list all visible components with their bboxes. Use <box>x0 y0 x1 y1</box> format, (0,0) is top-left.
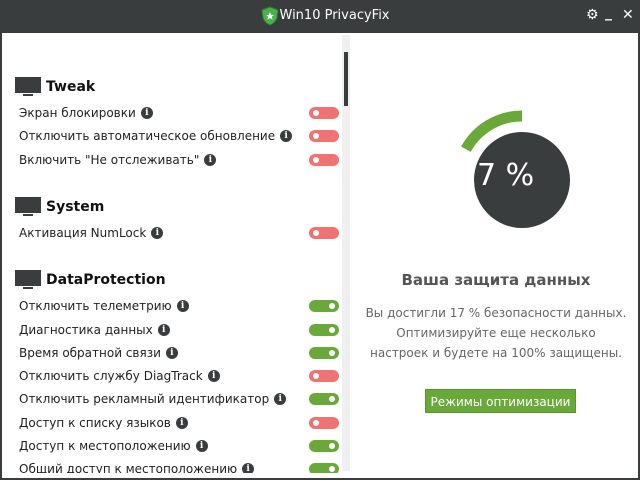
setting-label: Отключить телеметрию <box>19 299 172 314</box>
monitor-icon <box>15 196 41 217</box>
setting-toggle[interactable] <box>309 440 339 452</box>
info-icon[interactable]: i <box>151 226 164 239</box>
info-icon[interactable]: i <box>242 463 255 473</box>
setting-row: Отключить рекламный идентификатор i <box>19 389 339 409</box>
optimization-modes-button[interactable]: Режимы оптимизации <box>425 389 576 413</box>
section-title: Tweak <box>46 79 96 95</box>
info-icon[interactable]: i <box>165 346 178 359</box>
section-title: System <box>46 198 105 215</box>
gauge-progress-arc <box>461 110 523 152</box>
info-icon[interactable]: i <box>204 153 217 166</box>
setting-label: Отключить рекламный идентификатор <box>19 392 270 407</box>
info-icon[interactable]: i <box>175 416 188 429</box>
desc-line: Оптимизируйте еще несколько <box>396 326 596 340</box>
close-button[interactable]: ✕ <box>622 7 634 23</box>
protection-heading: Ваша защита данных <box>401 271 591 289</box>
setting-label: Диагностика данных <box>19 322 153 337</box>
setting-label: Отключить автоматическое обновление <box>19 129 276 144</box>
setting-toggle[interactable] <box>309 416 339 429</box>
window-title: Win10 PrivacyFix <box>279 8 390 23</box>
percent-label: 17 % <box>457 158 535 193</box>
section-header: Tweak <box>15 77 95 97</box>
setting-label: Отключить службу DiagTrack <box>19 369 203 384</box>
info-icon[interactable]: i <box>176 300 189 313</box>
settings-list: Tweak Экран блокировки i Отключить автомати… <box>4 33 342 473</box>
setting-label: Экран блокировки <box>19 106 136 120</box>
setting-row: Отключить телеметрию i <box>19 296 339 316</box>
setting-row: Экран блокировки i <box>19 103 339 123</box>
setting-toggle[interactable] <box>309 463 339 473</box>
setting-label: Доступ к местоположению <box>19 439 191 453</box>
info-icon[interactable]: i <box>157 323 170 336</box>
setting-label: Доступ к списку языков <box>19 415 171 430</box>
setting-toggle[interactable] <box>309 153 339 166</box>
setting-row: Отключить службу DiagTrack i <box>19 366 339 386</box>
info-icon[interactable]: i <box>195 440 208 452</box>
setting-row: Общий доступ к местоположению i <box>19 459 339 473</box>
setting-label: Время обратной связи <box>19 345 161 360</box>
setting-row: Время обратной связи i <box>19 343 339 363</box>
monitor-icon <box>15 77 41 97</box>
setting-label: Включить "Не отслеживать" <box>19 152 200 167</box>
setting-row: Доступ к списку языков i <box>19 413 339 433</box>
protection-description: Вы достигли 17 % безопасности данных. Оп… <box>352 303 640 363</box>
setting-row: Активация NumLock i <box>19 223 339 243</box>
title-bar: Win10 PrivacyFix ⚙ _ ✕ <box>2 0 640 33</box>
protection-gauge <box>461 110 570 228</box>
section-header: System <box>15 196 105 217</box>
setting-label: Общий доступ к местоположению <box>19 462 238 473</box>
gauge-center <box>474 132 570 228</box>
setting-row: Включить "Не отслеживать" i <box>19 150 339 170</box>
setting-row: Диагностика данных i <box>19 320 339 340</box>
monitor-icon <box>15 270 41 290</box>
setting-row: Доступ к местоположению i <box>19 436 339 456</box>
shield-logo-icon <box>261 6 279 26</box>
info-icon[interactable]: i <box>274 393 287 406</box>
setting-toggle[interactable] <box>309 346 339 359</box>
scrollbar-thumb[interactable] <box>344 52 348 106</box>
setting-toggle[interactable] <box>309 226 339 239</box>
setting-toggle[interactable] <box>309 323 339 336</box>
setting-toggle[interactable] <box>309 300 339 313</box>
info-icon[interactable]: i <box>207 370 220 383</box>
section-header: DataProtection <box>15 270 166 290</box>
gear-icon[interactable]: ⚙ <box>586 7 599 23</box>
setting-label: Активация NumLock <box>19 225 147 240</box>
setting-toggle[interactable] <box>309 393 339 406</box>
status-panel: 17 % Ваша защита данных Вы достигли 17 %… <box>352 33 640 473</box>
setting-toggle[interactable] <box>309 130 339 143</box>
scrollbar[interactable] <box>342 35 350 471</box>
section-title: DataProtection <box>46 272 166 289</box>
desc-line: настроек и будете на 100% защищены. <box>370 346 622 360</box>
setting-row: Отключить автоматическое обновление i <box>19 126 339 146</box>
info-icon[interactable]: i <box>280 130 293 143</box>
setting-toggle[interactable] <box>309 370 339 383</box>
minimize-button[interactable]: _ <box>605 5 612 21</box>
desc-line: Вы достигли 17 % безопасности данных. <box>365 306 627 320</box>
info-icon[interactable]: i <box>140 107 153 119</box>
setting-toggle[interactable] <box>309 107 339 119</box>
